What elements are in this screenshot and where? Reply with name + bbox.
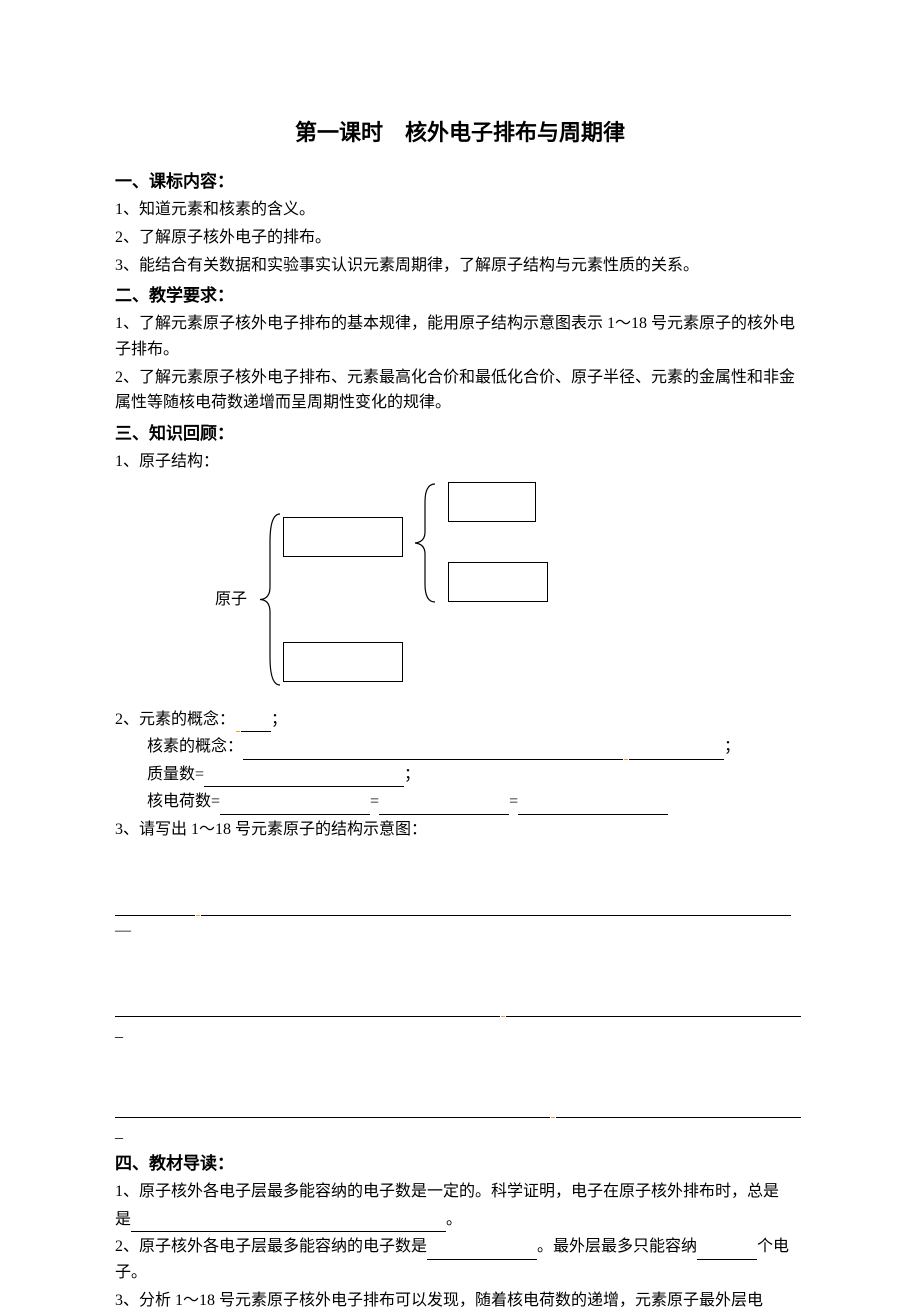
ul-2a [115, 1016, 500, 1017]
blank-nuclide-a [243, 759, 623, 760]
charge-label-1: 核电荷数= [147, 793, 220, 810]
diagram-box-3 [448, 482, 536, 522]
orange-marker-1 [236, 731, 240, 732]
ul-2b [506, 1016, 801, 1017]
s2-line-1: 1、了解元素原子核外电子排布的基本规律，能用原子结构示意图表示 1～18 号元素… [115, 311, 805, 362]
ul-3b [556, 1117, 801, 1118]
s4-line-1b: 是。 [115, 1207, 805, 1233]
s1-line-1: 1、知道元素和核素的含义。 [115, 197, 805, 223]
atom-structure-diagram: 原子 [115, 477, 805, 707]
nuclide-concept-label: 核素的概念： [147, 738, 243, 755]
s3-line-3: 3、请写出 1～18 号元素原子的结构示意图： [115, 817, 805, 843]
s3-nuclear-charge: 核电荷数= = = [115, 789, 805, 815]
blank-s4-2b [697, 1259, 757, 1260]
orange-marker-4 [501, 1016, 505, 1017]
answer-line-1 [115, 890, 805, 916]
diagram-box-4 [448, 562, 548, 602]
brace-1 [258, 512, 280, 687]
s4-2a: 2、原子核外各电子层最多能容纳的电子数是 [115, 1238, 427, 1255]
element-concept-label: 2、元素的概念： [115, 711, 235, 728]
s4-1b-suffix: 。 [446, 1211, 462, 1228]
s1-line-2: 2、了解原子核外电子的排布。 [115, 225, 805, 251]
blank-nuclide-b [629, 759, 724, 760]
charge-label-2: = [370, 793, 379, 810]
blank-mass [204, 786, 404, 787]
diagram-box-1 [283, 517, 403, 557]
s4-line-1a: 1、原子核外各电子层最多能容纳的电子数是一定的。科学证明，电子在原子核外排布时，… [115, 1179, 805, 1205]
orange-marker-3 [196, 915, 200, 916]
s4-line-3: 3、分析 1～18 号元素原子核外电子排布可以发现，随着核电荷数的递增，元素原子… [115, 1288, 805, 1313]
atom-label: 原子 [215, 587, 247, 613]
section-3-header: 三、知识回顾： [115, 420, 805, 447]
section-2-header: 二、教学要求： [115, 282, 805, 309]
page-title: 第一课时 核外电子排布与周期律 [115, 115, 805, 150]
ul-1a [115, 915, 195, 916]
section-4-header: 四、教材导读： [115, 1150, 805, 1177]
blank-element-tail [241, 731, 271, 732]
blank-s4-2a [427, 1259, 537, 1260]
s1-line-3: 3、能结合有关数据和实验事实认识元素周期律，了解原子结构与元素性质的关系。 [115, 253, 805, 279]
semi-1: ； [271, 711, 287, 728]
diagram-box-2 [283, 642, 403, 682]
s3-mass-number: 质量数= ； [115, 762, 805, 788]
blank-s4-1 [131, 1231, 446, 1232]
s2-line-2: 2、了解元素原子核外电子排布、元素最高化合价和最低化合价、原子半径、元素的金属性… [115, 365, 805, 416]
dash-3: _ [115, 1120, 805, 1146]
s4-line-2: 2、原子核外各电子层最多能容纳的电子数是。最外层最多只能容纳个电子。 [115, 1234, 805, 1285]
dash-1: — [115, 918, 805, 944]
charge-label-3: = [509, 793, 518, 810]
blank-charge-2 [379, 814, 509, 815]
s4-2b: 。最外层最多只能容纳 [537, 1238, 697, 1255]
ul-3a [115, 1117, 550, 1118]
ul-1b [201, 915, 791, 916]
dash-2: _ [115, 1019, 805, 1045]
blank-charge-1 [220, 814, 370, 815]
orange-marker-5 [551, 1117, 555, 1118]
orange-marker-2 [624, 759, 628, 760]
answer-line-3 [115, 1093, 805, 1119]
s3-nuclide-concept: 核素的概念： ； [115, 734, 805, 760]
section-1-header: 一、课标内容： [115, 168, 805, 195]
semi-2: ； [724, 738, 740, 755]
s3-element-concept: 2、元素的概念： ； [115, 707, 805, 733]
mass-label: 质量数= [147, 766, 204, 783]
s4-1b-prefix: 是 [115, 1211, 131, 1228]
semi-3: ； [404, 766, 420, 783]
brace-2 [413, 482, 435, 604]
s3-line-1: 1、原子结构： [115, 449, 805, 475]
blank-charge-3 [518, 814, 668, 815]
answer-line-2 [115, 992, 805, 1018]
